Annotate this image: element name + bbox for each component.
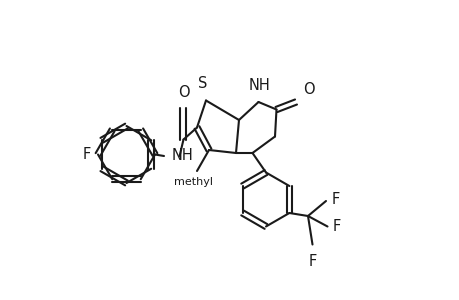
Text: NH: NH	[249, 78, 270, 93]
Text: O: O	[177, 85, 189, 100]
Text: F: F	[82, 147, 90, 162]
Text: NH: NH	[171, 148, 193, 164]
Text: F: F	[308, 254, 316, 268]
Text: O: O	[303, 82, 314, 98]
Text: S: S	[198, 76, 207, 92]
Text: methyl: methyl	[174, 177, 213, 187]
Text: F: F	[330, 192, 339, 207]
Text: F: F	[332, 219, 341, 234]
